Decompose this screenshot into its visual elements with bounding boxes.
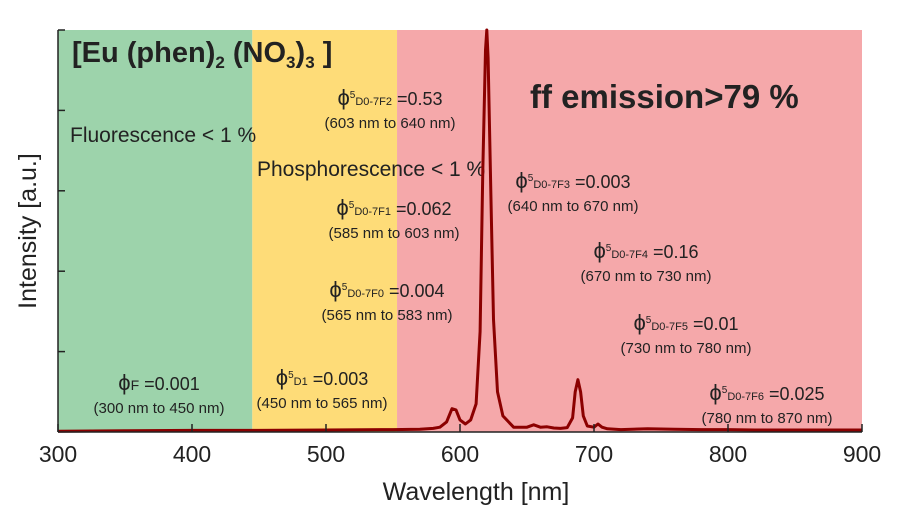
annotation-range: (780 nm to 870 nm) — [702, 410, 833, 427]
annotation-3: ϕ5D0-7F1 =0.062 (585 nm to 603 nm) — [329, 195, 460, 242]
annotation-range: (730 nm to 780 nm) — [621, 340, 752, 357]
region-bands — [58, 30, 862, 432]
annotation-yield: ϕ5D0-7F4 =0.16 — [593, 238, 698, 263]
annotation-range: (670 nm to 730 nm) — [581, 268, 712, 285]
annotation-4: ϕ5D0-7F2 =0.53 (603 nm to 640 nm) — [325, 85, 456, 132]
annotation-range: (300 nm to 450 nm) — [94, 400, 225, 417]
title-mid: (NO — [225, 37, 286, 69]
title-open: [Eu (phen) — [72, 37, 215, 69]
x-tick-label-400: 400 — [173, 441, 211, 467]
annotation-range: (640 nm to 670 nm) — [508, 198, 639, 215]
x-axis-label: Wavelength [nm] — [383, 478, 570, 506]
title-close: ] — [315, 37, 333, 69]
ff-emission-label: ff emission>79 % — [530, 78, 799, 115]
annotation-yield: ϕ5D0-7F2 =0.53 — [337, 85, 442, 110]
x-tick-label-600: 600 — [441, 441, 479, 467]
x-tick-label-500: 500 — [307, 441, 345, 467]
title-sub-2: 3 — [286, 53, 295, 72]
chart-title: [Eu (phen)2 (NO3)3 ] — [72, 37, 332, 72]
y-axis-label: Intensity [a.u.] — [14, 153, 42, 309]
spectrum-line — [57, 28, 862, 433]
annotation-range: (565 nm to 583 nm) — [322, 307, 453, 324]
region-ff-emission — [397, 30, 862, 432]
title-sub-1: 2 — [215, 53, 224, 72]
annotation-range: (603 nm to 640 nm) — [325, 115, 456, 132]
annotation-5: ϕ5D0-7F3 =0.003 (640 nm to 670 nm) — [508, 168, 639, 215]
region-phosphorescence — [252, 30, 398, 432]
annotation-2: ϕ5D0-7F0 =0.004 (565 nm to 583 nm) — [322, 277, 453, 324]
annotation-yield: ϕ5D0-7F3 =0.003 — [515, 168, 630, 193]
x-tick-label-900: 900 — [843, 441, 881, 467]
annotation-yield: ϕ5D0-7F0 =0.004 — [329, 277, 444, 302]
annotation-range: (585 nm to 603 nm) — [329, 225, 460, 242]
annotation-1: ϕ5D1 =0.003 (450 nm to 565 nm) — [257, 365, 388, 412]
fluorescence-label: Fluorescence < 1 % — [70, 124, 256, 147]
region-fluorescence — [58, 30, 253, 432]
title-sub-3: 3 — [305, 53, 314, 72]
annotation-yield: ϕ5D0-7F1 =0.062 — [336, 195, 451, 220]
annotation-yield: ϕF =0.001 — [118, 370, 199, 395]
annotation-yield: ϕ5D0-7F6 =0.025 — [709, 380, 824, 405]
x-tick-label-300: 300 — [39, 441, 77, 467]
x-tick-label-800: 800 — [709, 441, 747, 467]
x-ticks: 300 400 500 600 700 800 900 — [39, 424, 881, 467]
quantum-yield-annotations: ϕF =0.001 (300 nm to 450 nm) ϕ5D1 =0.003 (4… — [94, 85, 833, 427]
annotation-0: ϕF =0.001 (300 nm to 450 nm) — [94, 370, 225, 417]
phosphorescence-label: Phosphorescence < 1 % — [257, 158, 485, 181]
annotation-7: ϕ5D0-7F5 =0.01 (730 nm to 780 nm) — [621, 310, 752, 357]
annotation-yield: ϕ5D1 =0.003 — [276, 365, 369, 390]
x-tick-label-700: 700 — [575, 441, 613, 467]
annotation-8: ϕ5D0-7F6 =0.025 (780 nm to 870 nm) — [702, 380, 833, 427]
title-close-paren: ) — [296, 37, 306, 69]
y-tick-marks — [58, 29, 65, 353]
annotation-range: (450 nm to 565 nm) — [257, 395, 388, 412]
annotation-yield: ϕ5D0-7F5 =0.01 — [633, 310, 738, 335]
annotation-6: ϕ5D0-7F4 =0.16 (670 nm to 730 nm) — [581, 238, 712, 285]
